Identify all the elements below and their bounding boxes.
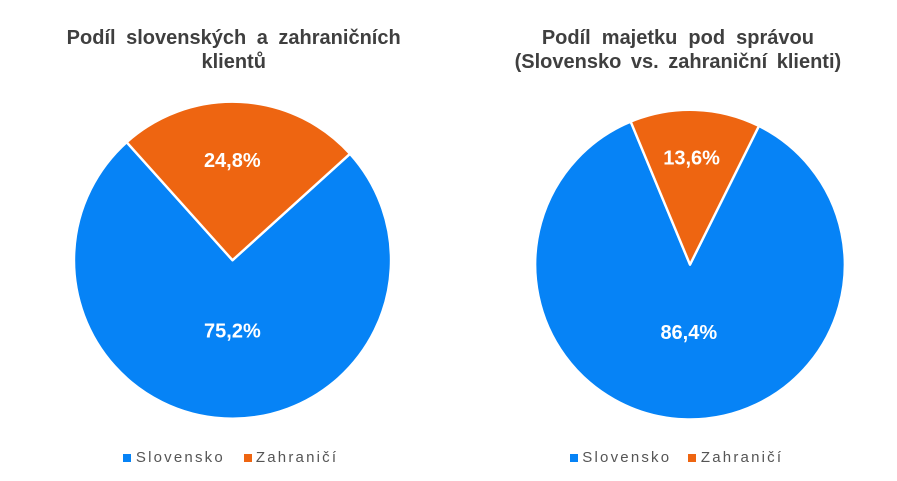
svg-text:86,4%: 86,4% [660, 322, 717, 344]
svg-text:75,2%: 75,2% [204, 321, 261, 343]
svg-text:24,8%: 24,8% [204, 150, 261, 172]
svg-text:13,6%: 13,6% [663, 147, 720, 169]
